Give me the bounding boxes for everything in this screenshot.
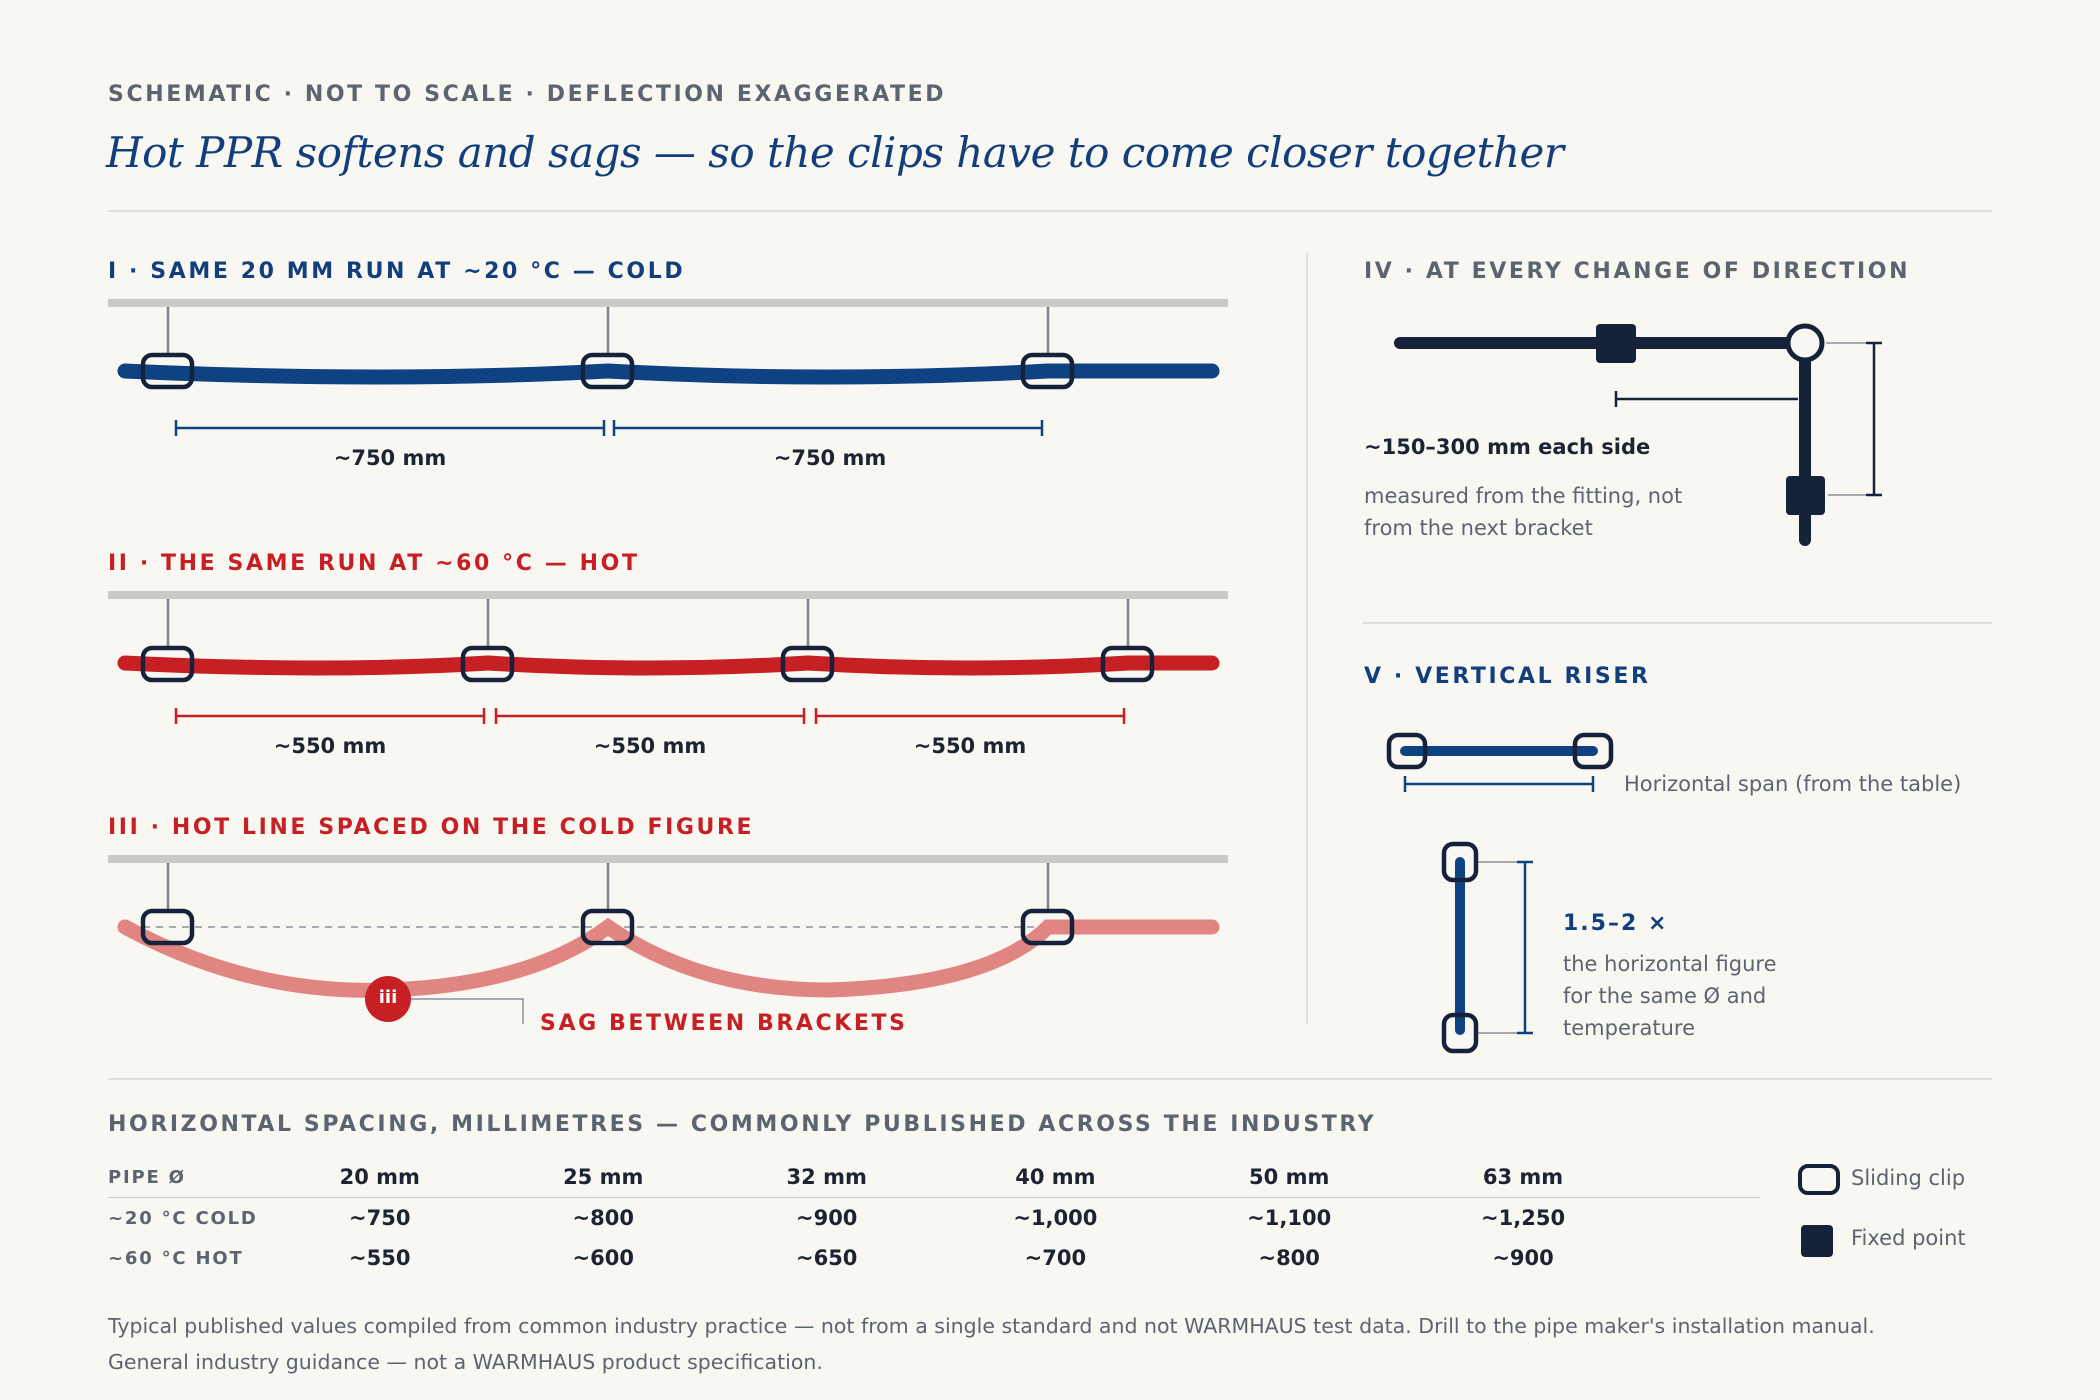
sliding-clip (580, 908, 635, 946)
table-cell: ~800 (572, 1206, 634, 1230)
footnote-line: Typical published values compiled from c… (108, 1314, 1875, 1338)
fixed-point (1596, 324, 1636, 363)
horizontal-span-label: Horizontal span (from the table) (1624, 772, 1962, 796)
sliding-clip (1100, 645, 1155, 683)
column-header: 25 mm (491, 1157, 715, 1198)
sliding-clip (140, 352, 195, 390)
riser-multiplier: 1.5–2 × (1563, 911, 1669, 936)
table-row: ~20 °C COLD ~750 ~800 ~900 ~1,000 ~1,100… (108, 1198, 1760, 1239)
column-header: 20 mm (268, 1157, 492, 1198)
table-cell: ~750 (349, 1206, 411, 1230)
table-spacer (1640, 1198, 1760, 1239)
footnotes: Typical published values compiled from c… (108, 1308, 1875, 1380)
dimension-line (174, 708, 1126, 724)
kicker: SCHEMATIC · NOT TO SCALE · DEFLECTION EX… (108, 82, 947, 107)
legend-fixed-icon (1801, 1225, 1833, 1257)
dimension-label: ~550 mm (273, 734, 387, 758)
riser-note: the horizontal figure for the same Ø and… (1563, 952, 1777, 1040)
table-cell: ~700 (1024, 1246, 1087, 1270)
sliding-clip (460, 645, 515, 683)
table-cell: ~1,250 (1481, 1206, 1566, 1230)
sliding-clip (780, 645, 835, 683)
legend-sliding-icon (1798, 1164, 1840, 1195)
sliding-clip (1386, 732, 1428, 770)
table-spacer (1640, 1238, 1760, 1278)
sliding-clip (140, 645, 195, 683)
dimension-label: ~550 mm (593, 734, 707, 758)
sagging-pipe (117, 917, 1220, 998)
ceiling (108, 855, 1228, 863)
table-cell: ~900 (1492, 1246, 1554, 1270)
panel-title-direction: IV · AT EVERY CHANGE OF DIRECTION (1364, 259, 1911, 284)
dimension-line (174, 420, 1044, 436)
sliding-clip (1572, 732, 1614, 770)
table-cell: ~900 (795, 1206, 858, 1230)
direction-figure (1394, 323, 1882, 546)
sag-marker-label: iii (378, 987, 398, 1008)
table-header-label: PIPE Ø (108, 1157, 268, 1198)
sliding-clip (1020, 352, 1075, 390)
table-cell: ~800 (1258, 1246, 1320, 1270)
hot-on-cold-figure (108, 855, 1228, 1024)
ceiling (108, 299, 1228, 307)
table-cell: ~1,100 (1247, 1206, 1332, 1230)
table-cell: ~1,000 (1013, 1206, 1098, 1230)
dimension-label: ~750 mm (773, 446, 887, 470)
panel-title-riser: V · VERTICAL RISER (1364, 664, 1651, 689)
column-header: 40 mm (938, 1157, 1173, 1198)
direction-measure: ~150–300 mm each side (1364, 435, 1651, 459)
table-cell: ~650 (795, 1246, 858, 1270)
row-label: ~20 °C COLD (108, 1207, 258, 1229)
table-cell: ~550 (349, 1246, 411, 1270)
sag-callout: SAG BETWEEN BRACKETS (540, 1011, 908, 1036)
panel-title-cold: I · SAME 20 MM RUN AT ~20 °C — COLD (108, 259, 686, 284)
legend-fixed-label: Fixed point (1851, 1226, 1966, 1250)
panel-title-hot: II · THE SAME RUN AT ~60 °C — HOT (108, 551, 640, 576)
table-row: ~60 °C HOT ~550 ~600 ~650 ~700 ~800 ~900 (108, 1238, 1760, 1278)
dimension-line (1614, 341, 1882, 497)
panel-title-hot-on-cold: III · HOT LINE SPACED ON THE COLD FIGURE (108, 815, 755, 840)
cold-pipe (117, 363, 1220, 385)
hot-run-figure (108, 591, 1228, 724)
table-spacer (1640, 1157, 1760, 1198)
dimension-line (1403, 776, 1595, 792)
fixed-point (1786, 476, 1825, 515)
hot-pipe (117, 655, 1220, 676)
cold-run-figure (108, 299, 1228, 436)
column-header: 32 mm (714, 1157, 939, 1198)
sliding-clip (580, 352, 635, 390)
direction-note: measured from the fitting, not from the … (1364, 484, 1683, 540)
footnote-line: General industry guidance — not a WARMHA… (108, 1350, 823, 1374)
riser-figure (1386, 732, 1614, 1054)
table-title: HORIZONTAL SPACING, MILLIMETRES — COMMON… (108, 1112, 1377, 1137)
sliding-clip (1441, 841, 1479, 883)
elbow-fitting (1785, 323, 1825, 363)
sliding-clip (1441, 1012, 1479, 1054)
dimension-label: ~750 mm (333, 446, 447, 470)
dimension-label: ~550 mm (913, 734, 1027, 758)
sag-marker (365, 976, 411, 1022)
legend-sliding-label: Sliding clip (1851, 1166, 1966, 1190)
sliding-clip (140, 908, 195, 946)
table-header-row: PIPE Ø 20 mm 25 mm 32 mm 40 mm 50 mm 63 … (108, 1157, 1760, 1198)
dimension-line (1517, 860, 1533, 1035)
page-title: Hot PPR softens and sags — so the clips … (106, 128, 1564, 177)
column-header: 50 mm (1172, 1157, 1407, 1198)
ceiling (108, 591, 1228, 599)
callout-leader (410, 998, 524, 1024)
column-header: 63 mm (1406, 1157, 1640, 1198)
row-label: ~60 °C HOT (108, 1247, 244, 1269)
spacing-table: PIPE Ø 20 mm 25 mm 32 mm 40 mm 50 mm 63 … (108, 1157, 1760, 1278)
table-cell: ~600 (572, 1246, 634, 1270)
sliding-clip (1020, 908, 1075, 946)
